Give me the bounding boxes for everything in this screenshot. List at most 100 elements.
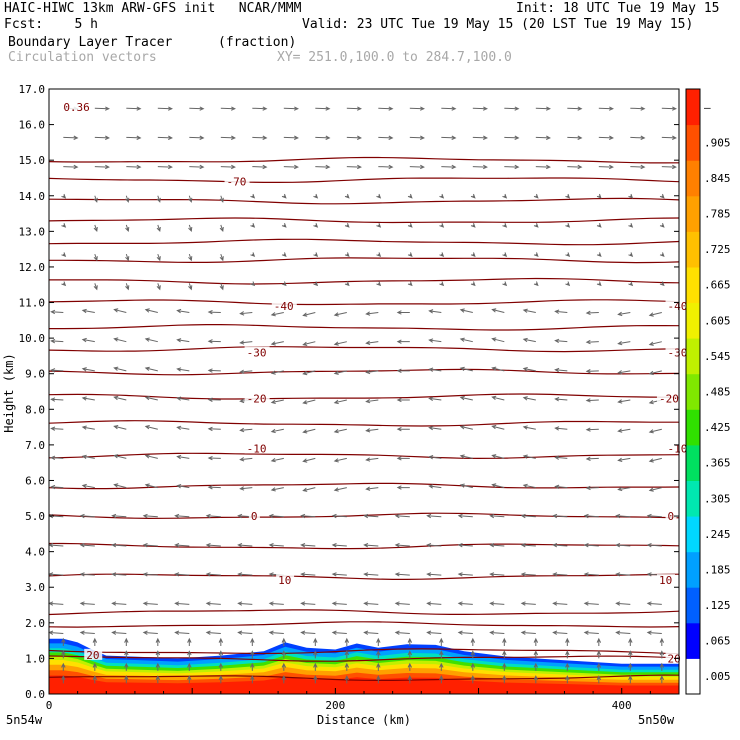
wind-vector (300, 513, 316, 519)
wind-vector (205, 630, 221, 635)
wind-vector (333, 428, 347, 434)
wind-vector (472, 106, 488, 111)
contour-label: -20 (659, 393, 679, 406)
wind-vector (189, 135, 205, 140)
wind-vector (218, 637, 224, 646)
wind-vector (502, 662, 507, 671)
wind-vector (346, 135, 362, 140)
wind-vector (630, 135, 646, 140)
wind-vector (239, 340, 253, 345)
wind-vector (554, 367, 568, 373)
wind-vector (176, 367, 190, 372)
wind-vector (281, 675, 287, 684)
colorbar-swatch (686, 551, 700, 588)
wind-vector (628, 193, 634, 199)
wind-vector (378, 106, 394, 111)
wind-vector (617, 457, 631, 462)
wind-vector (522, 483, 536, 489)
wind-vector (156, 224, 161, 233)
wind-vector (567, 106, 583, 111)
wind-vector (142, 630, 158, 635)
wind-vector (111, 601, 127, 606)
wind-vector (144, 483, 158, 489)
wind-vector (176, 425, 190, 431)
colorbar-label: .365 (704, 457, 731, 470)
wind-vector (646, 513, 662, 519)
colorbar-label: .425 (704, 421, 731, 434)
wind-vector (426, 543, 442, 548)
y-tick-label: 8.0 (25, 403, 45, 416)
y-axis-label: Height (km) (2, 353, 16, 432)
wind-vector (596, 252, 602, 257)
wind-vector (270, 312, 284, 317)
wind-vector (144, 454, 158, 459)
contour-label: -70 (227, 176, 247, 189)
wind-vector (426, 601, 442, 606)
wind-vector (237, 543, 253, 548)
wind-vector (491, 395, 505, 401)
wind-vector (142, 543, 158, 548)
wind-vector (237, 572, 253, 577)
wind-vector (598, 135, 614, 140)
wind-vector (81, 337, 95, 343)
wind-vector (218, 662, 224, 671)
wind-vector (281, 223, 287, 228)
wind-vector (648, 457, 662, 463)
colorbar-swatch (686, 622, 700, 659)
wind-vector (426, 572, 442, 577)
wind-vector (189, 106, 205, 111)
wind-vector (281, 252, 287, 257)
field-units: (fraction) (218, 35, 297, 50)
wind-vector (567, 135, 583, 140)
wind-vector (365, 398, 379, 404)
wind-vector (522, 308, 536, 313)
contour-label: -40 (668, 300, 688, 313)
y-tick-label: 3.0 (25, 581, 45, 594)
wind-vector (659, 193, 665, 199)
wind-vector (270, 370, 284, 375)
colorbar-label: .305 (704, 492, 731, 505)
wind-vector (176, 484, 190, 489)
colorbar-label: .545 (704, 350, 731, 363)
wind-vector (439, 662, 444, 671)
colorbar-label: .845 (704, 172, 731, 185)
wind-vector (92, 675, 98, 684)
wind-vector (270, 399, 284, 404)
wind-vector (628, 252, 634, 257)
wind-vector (394, 543, 410, 548)
wind-vector (646, 630, 662, 635)
wind-vector (533, 637, 539, 646)
wind-vector (205, 513, 221, 519)
colorbar-label: .665 (704, 279, 731, 292)
wind-vector (396, 397, 410, 403)
contour-label: -30 (668, 346, 688, 359)
wind-vector (174, 543, 190, 548)
x-axis: 0 200 400 (46, 688, 680, 712)
wind-vector (598, 106, 614, 111)
wind-vector (567, 164, 583, 170)
wind-vector (533, 650, 539, 659)
wind-vector (344, 662, 350, 671)
wind-vector (407, 223, 413, 228)
wind-vector (502, 193, 508, 199)
wind-vector (376, 662, 381, 671)
wind-vector (207, 397, 221, 402)
wind-vector (156, 195, 161, 203)
y-tick-label: 4.0 (25, 546, 45, 559)
wind-vector (409, 164, 425, 170)
wind-vector (219, 224, 224, 233)
wind-vector (48, 630, 64, 635)
wind-vector (585, 369, 599, 374)
contour-line (48, 420, 679, 427)
wind-vector (281, 281, 287, 287)
wind-vector (220, 106, 236, 111)
contour-line (49, 277, 680, 285)
wind-vector (125, 283, 130, 291)
wind-vector (176, 396, 190, 401)
wind-vector (270, 428, 284, 434)
contour-label-bg (244, 346, 270, 358)
wind-vector (378, 164, 394, 170)
wind-vector (344, 193, 350, 199)
wind-vector (268, 543, 284, 548)
